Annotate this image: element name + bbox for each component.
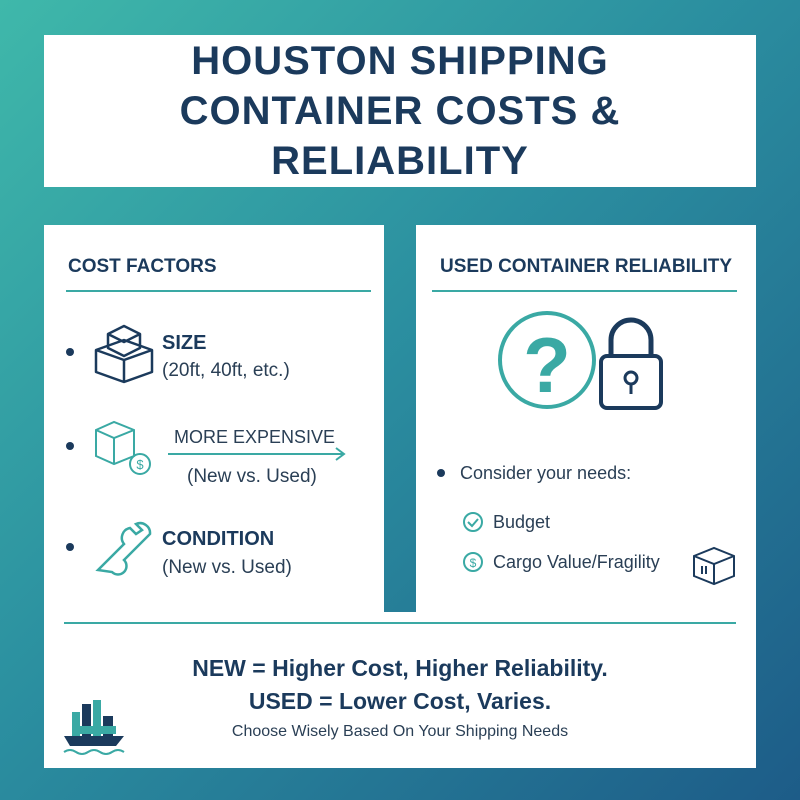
bullets (66, 348, 445, 551)
title-box (44, 35, 756, 187)
factor-detail: (New vs. Used) (162, 557, 292, 578)
svg-text:?: ? (523, 321, 571, 409)
svg-text:$: $ (470, 556, 477, 570)
factor-title: CONDITION (162, 528, 275, 550)
need: Budget (493, 512, 551, 532)
factor-title: SIZE (162, 332, 207, 354)
svg-text:$: $ (136, 457, 144, 472)
factor-detail: (20ft, 40ft, etc.) (162, 360, 290, 381)
prompt: Consider your needs: (460, 463, 632, 483)
need: Cargo Value/Fragility (493, 552, 660, 572)
need-icons: $ (463, 512, 483, 572)
skyline-icon (63, 700, 125, 755)
tagline: Choose Wisely Based On Your Shipping Nee… (231, 723, 569, 740)
summary-line: NEW = Higher Cost, Higher Reliability. (192, 655, 608, 681)
fragile-box-icon (693, 546, 735, 586)
title: HOUSTON SHIPPING CONTAINER COSTS & RELIA… (179, 39, 621, 183)
footer-box (44, 612, 756, 768)
boxes-icon (94, 324, 154, 384)
section-heading: USED CONTAINER RELIABILITY (440, 256, 733, 277)
section-heading: COST FACTORS (68, 256, 217, 277)
divider (66, 290, 371, 292)
question-lock-icon: ? (498, 311, 663, 410)
box-dollar-icon: $ (95, 420, 346, 475)
wrench-icon (95, 521, 152, 576)
divider (64, 622, 736, 624)
factor-detail: (New vs. Used) (187, 466, 317, 487)
factor-title: MORE EXPENSIVE (174, 427, 336, 447)
divider (432, 290, 737, 292)
summary-line: USED = Lower Cost, Varies. (248, 688, 552, 714)
